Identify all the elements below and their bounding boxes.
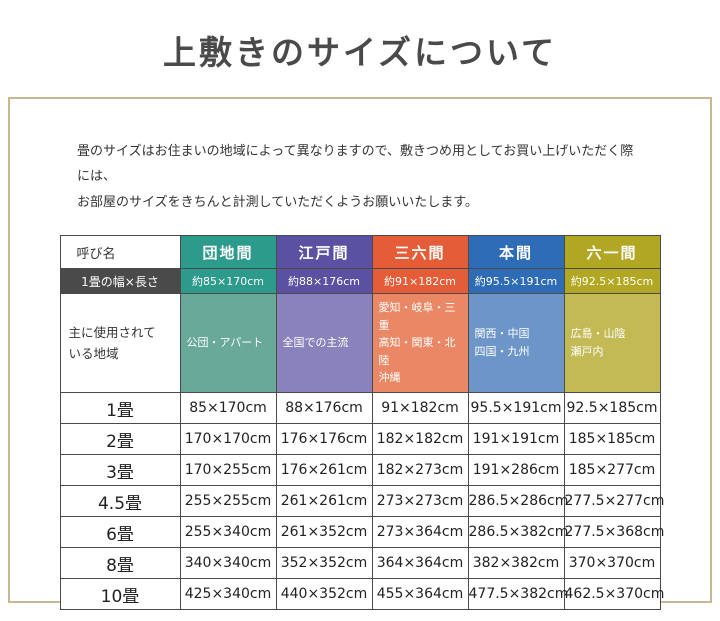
region-cell: 公団・アパート: [179, 293, 277, 393]
content-panel: 畳のサイズはお住まいの地域によって異なりますので、敷きつめ用としてお買い上げいた…: [8, 97, 712, 610]
size-table-body: 呼び名 団地間 江戸間 三六間 本間 六一間 1畳の幅×長さ 約85×170cm 約88×176…: [59, 235, 664, 610]
size-value-cell: 182×273cm: [371, 454, 469, 486]
size-value-cell: 185×185cm: [563, 423, 661, 455]
size-value-cell: 191×191cm: [467, 423, 565, 455]
region-cell: 広島・山陰 瀬戸内: [563, 293, 661, 393]
size-value-cell: 277.5×277cm: [563, 485, 664, 517]
size-value-cell: 364×364cm: [371, 547, 469, 579]
size-value-cell: 462.5×370cm: [563, 578, 664, 610]
size-row-8畳: 8畳 340×340cm 352×352cm 364×364cm 382×382cm 37…: [59, 547, 661, 579]
size-value-cell: 95.5×191cm: [467, 392, 565, 424]
header-row: 呼び名 団地間 江戸間 三六間 本間 六一間: [59, 235, 661, 270]
size-value-cell: 185×277cm: [563, 454, 661, 486]
column-header-三六間: 三六間: [371, 235, 469, 270]
size-row-2畳: 2畳 170×170cm 176×176cm 182×182cm 191×191cm 18…: [59, 423, 661, 455]
size-row-3畳: 3畳 170×255cm 176×261cm 182×273cm 191×286cm 18…: [59, 454, 661, 486]
size-value-cell: 85×170cm: [179, 392, 277, 424]
column-header-本間: 本間: [467, 235, 565, 270]
size-row-label: 6畳: [59, 516, 181, 548]
size-value-cell: 191×286cm: [467, 454, 565, 486]
size-value-cell: 92.5×185cm: [563, 392, 661, 424]
size-value-cell: 261×261cm: [275, 485, 373, 517]
size-value-cell: 273×273cm: [371, 485, 469, 517]
size-value-cell: 255×340cm: [179, 516, 277, 548]
size-row-label: 10畳: [59, 578, 181, 610]
size-value-cell: 170×255cm: [179, 454, 277, 486]
column-header-団地間: 団地間: [179, 235, 277, 270]
size-row-label: 3畳: [59, 454, 181, 486]
size-value-cell: 370×370cm: [563, 547, 661, 579]
size-value-cell: 382×382cm: [467, 547, 565, 579]
size-value-cell: 286.5×382cm: [467, 516, 568, 548]
size-row-label: 2畳: [59, 423, 181, 455]
page-title: 上敷きのサイズについて: [162, 33, 558, 72]
intro-text: 畳のサイズはお住まいの地域によって異なりますので、敷きつめ用としてお買い上げいた…: [77, 139, 643, 215]
size-value-cell: 182×182cm: [371, 423, 469, 455]
size-value-cell: 340×340cm: [179, 547, 277, 579]
tatami-size-cell: 約95.5×191cm: [467, 268, 565, 295]
tatami-size-cell: 約91×182cm: [371, 268, 469, 295]
region-row: 主に使用されて いる地域 公団・アパート 全国での主流 愛知・岐阜・三重 高知・関東・…: [59, 293, 661, 393]
size-value-cell: 477.5×382cm: [467, 578, 568, 610]
size-value-cell: 277.5×368cm: [563, 516, 664, 548]
tatami-size-cell: 約88×176cm: [275, 268, 373, 295]
size-value-cell: 91×182cm: [371, 392, 469, 424]
corner-cell: 呼び名: [59, 235, 181, 270]
size-row-4.5畳: 4.5畳 255×255cm 261×261cm 273×273cm 286.5×286…: [59, 485, 664, 517]
size-row-label: 1畳: [59, 392, 181, 424]
size-value-cell: 176×176cm: [275, 423, 373, 455]
region-cell: 愛知・岐阜・三重 高知・関東・北陸 沖縄: [371, 293, 469, 393]
size-value-cell: 261×352cm: [275, 516, 373, 548]
size-row-10畳: 10畳 425×340cm 440×352cm 455×364cm 477.5×382c…: [59, 578, 664, 610]
size-value-cell: 170×170cm: [179, 423, 277, 455]
tatami-size-cell: 約92.5×185cm: [563, 268, 661, 295]
size-value-cell: 440×352cm: [275, 578, 373, 610]
column-header-六一間: 六一間: [563, 235, 661, 270]
tatami-size-row: 1畳の幅×長さ 約85×170cm 約88×176cm 約91×182cm 約95.5×…: [59, 268, 661, 295]
intro-line-2: お部屋のサイズをきちんと計測していただくようお願いいたします。: [77, 194, 478, 210]
region-cell: 全国での主流: [275, 293, 373, 393]
size-value-cell: 286.5×286cm: [467, 485, 568, 517]
region-cell: 関西・中国 四国・九州: [467, 293, 565, 393]
region-row-label: 主に使用されて いる地域: [59, 293, 181, 393]
tatami-size-cell: 約85×170cm: [179, 268, 277, 295]
size-table: 呼び名 団地間 江戸間 三六間 本間 六一間 1畳の幅×長さ 約85×170cm 約88×176…: [59, 235, 664, 610]
size-value-cell: 88×176cm: [275, 392, 373, 424]
size-value-cell: 273×364cm: [371, 516, 469, 548]
size-row-6畳: 6畳 255×340cm 261×352cm 273×364cm 286.5×382cm…: [59, 516, 664, 548]
size-value-cell: 176×261cm: [275, 454, 373, 486]
size-value-cell: 425×340cm: [179, 578, 277, 610]
size-value-cell: 352×352cm: [275, 547, 373, 579]
intro-line-1: 畳のサイズはお住まいの地域によって異なりますので、敷きつめ用としてお買い上げいた…: [77, 144, 634, 185]
tatami-size-row-label: 1畳の幅×長さ: [59, 268, 181, 295]
size-value-cell: 455×364cm: [371, 578, 469, 610]
size-row-label: 8畳: [59, 547, 181, 579]
size-row-label: 4.5畳: [59, 485, 181, 517]
size-value-cell: 255×255cm: [179, 485, 277, 517]
size-row-1畳: 1畳 85×170cm 88×176cm 91×182cm 95.5×191cm 92.5…: [59, 392, 661, 424]
column-header-江戸間: 江戸間: [275, 235, 373, 270]
